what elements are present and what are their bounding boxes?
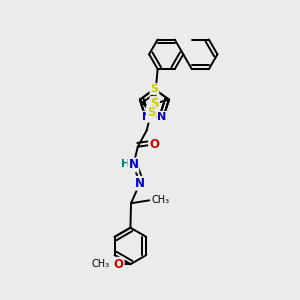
Text: S: S: [147, 106, 155, 119]
Text: N: N: [142, 112, 152, 122]
Text: H: H: [121, 159, 130, 169]
Text: CH₃: CH₃: [152, 195, 170, 205]
Text: O: O: [149, 138, 159, 151]
Text: S: S: [150, 84, 158, 94]
Text: S: S: [151, 97, 159, 110]
Text: CH₃: CH₃: [92, 259, 110, 269]
Text: N: N: [128, 158, 138, 172]
Text: N: N: [157, 112, 167, 122]
Text: N: N: [135, 177, 145, 190]
Text: O: O: [114, 258, 124, 271]
